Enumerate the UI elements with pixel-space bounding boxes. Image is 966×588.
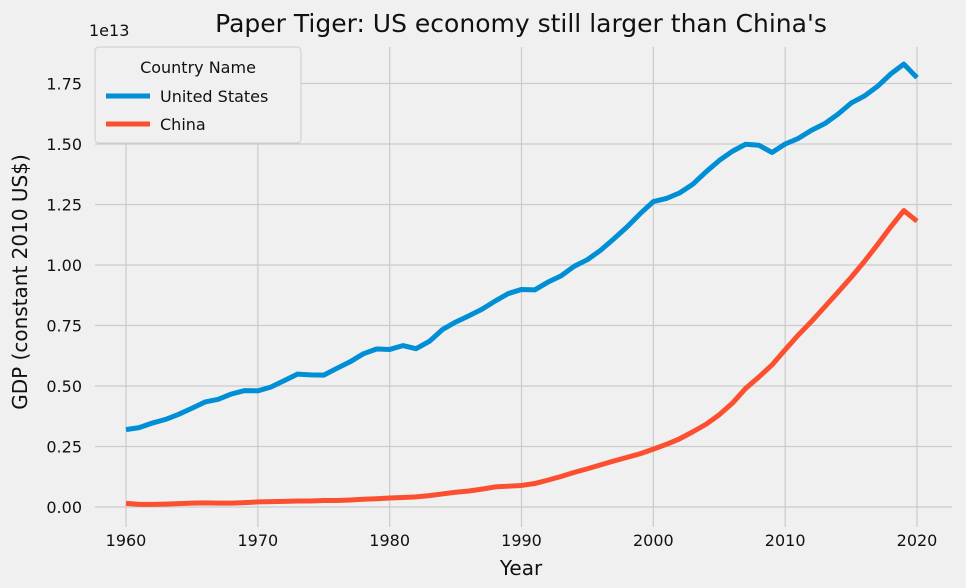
y-tick-label: 1.00 xyxy=(46,256,82,275)
y-tick-label: 1.75 xyxy=(46,75,82,94)
x-axis-label: Year xyxy=(499,556,543,580)
legend: Country Name United States China xyxy=(94,46,302,144)
series-line-united-states xyxy=(125,61,919,433)
series-line-china xyxy=(125,208,919,507)
y-tick-label: 0.75 xyxy=(46,317,82,336)
x-tick-label: 2020 xyxy=(897,531,938,550)
legend-label-china: China xyxy=(160,115,206,134)
x-tick-label: 1960 xyxy=(106,531,147,550)
legend-label-united-states: United States xyxy=(160,87,268,106)
x-tick-label: 1970 xyxy=(237,531,278,550)
chart-title: Paper Tiger: US economy still larger tha… xyxy=(215,9,827,38)
y-tick-label: 1.25 xyxy=(46,196,82,215)
y-axis-ticks: 0.00 0.25 0.50 0.75 1.00 1.25 1.50 1.75 xyxy=(46,75,82,518)
x-tick-label: 2010 xyxy=(765,531,806,550)
x-axis-ticks: 1960 1970 1980 1990 2000 2010 2020 xyxy=(106,531,938,550)
legend-box xyxy=(94,46,302,144)
series-lines xyxy=(125,61,919,507)
y-axis-label: GDP (constant 2010 US$) xyxy=(8,154,32,410)
y-tick-label: 1.50 xyxy=(46,135,82,154)
x-tick-label: 1980 xyxy=(369,531,410,550)
legend-title: Country Name xyxy=(140,58,256,77)
x-tick-label: 2000 xyxy=(633,531,674,550)
x-tick-label: 1990 xyxy=(501,531,542,550)
y-tick-label: 0.25 xyxy=(46,438,82,457)
y-offset-label: 1e13 xyxy=(89,21,129,40)
y-tick-label: 0.00 xyxy=(46,498,82,517)
y-tick-label: 0.50 xyxy=(46,377,82,396)
